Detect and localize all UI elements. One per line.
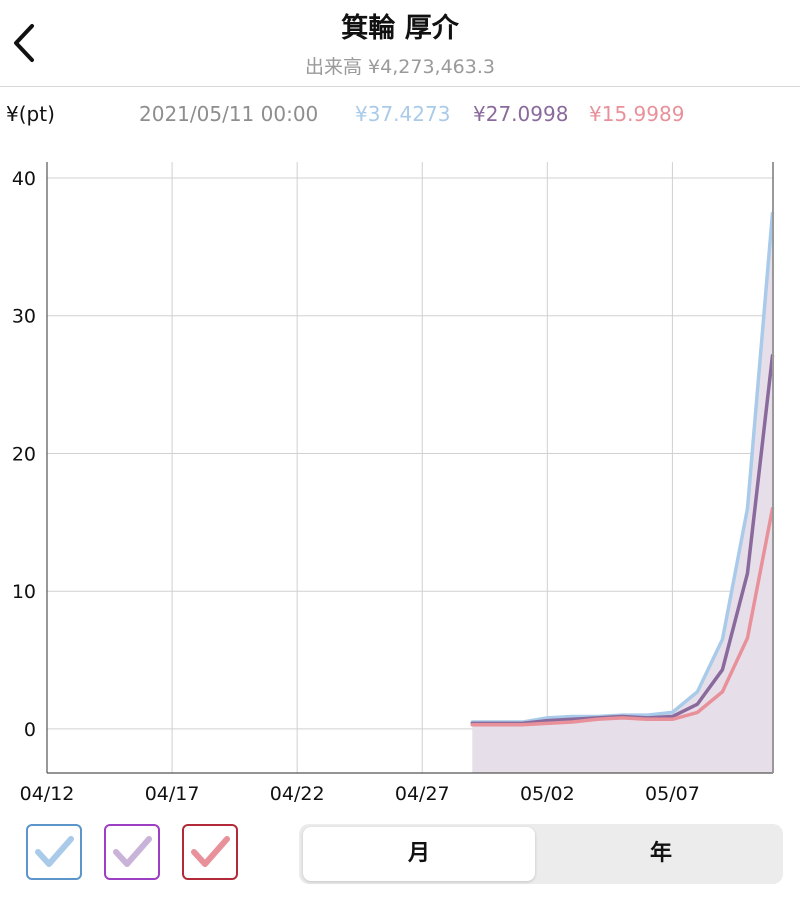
x-tick-label: 04/22: [270, 783, 325, 805]
y-tick-label: 0: [24, 719, 36, 741]
volume-text: 出来高 ¥4,273,463.3: [305, 56, 495, 78]
back-button[interactable]: [6, 18, 46, 68]
info-row: ¥(pt) 2021/05/11 00:00 ¥37.4273 ¥27.0998…: [0, 98, 800, 132]
line-chart[interactable]: 0 10 20 30 40 04/12 04/17 04/22 04/27 05/02 05/07: [0, 150, 800, 815]
series-3-value: ¥15.9989: [589, 102, 685, 126]
y-tick-label: 10: [12, 581, 36, 603]
unit-label: ¥(pt): [6, 102, 55, 126]
series-3-toggle[interactable]: [182, 824, 238, 880]
series-2-value: ¥27.0998: [473, 102, 569, 126]
y-tick-label: 30: [12, 306, 36, 328]
x-tick-label: 04/17: [145, 783, 200, 805]
series-3-line: [470, 506, 775, 727]
series-1-toggle[interactable]: [26, 824, 82, 880]
chevron-left-icon: [14, 24, 34, 62]
header: 箕輪 厚介 出来高 ¥4,273,463.3: [0, 0, 800, 87]
series-2-toggle[interactable]: [104, 824, 160, 880]
y-tick-label: 40: [12, 168, 36, 190]
x-tick-label: 05/02: [520, 783, 575, 805]
page-title: 箕輪 厚介: [341, 13, 459, 44]
x-tick-label: 05/07: [645, 783, 700, 805]
period-segmented-control: 月 年: [299, 824, 783, 884]
series-fill-area: [472, 213, 773, 773]
datetime-label: 2021/05/11 00:00: [139, 102, 319, 126]
check-icon: [113, 836, 152, 867]
period-month-button[interactable]: 月: [303, 827, 535, 881]
check-icon: [191, 836, 230, 867]
period-year-button[interactable]: 年: [649, 841, 672, 866]
y-tick-label: 20: [12, 443, 36, 465]
check-icon: [35, 836, 74, 867]
x-tick-label: 04/12: [20, 783, 75, 805]
series-1-value: ¥37.4273: [355, 102, 451, 126]
x-tick-label: 04/27: [395, 783, 450, 805]
